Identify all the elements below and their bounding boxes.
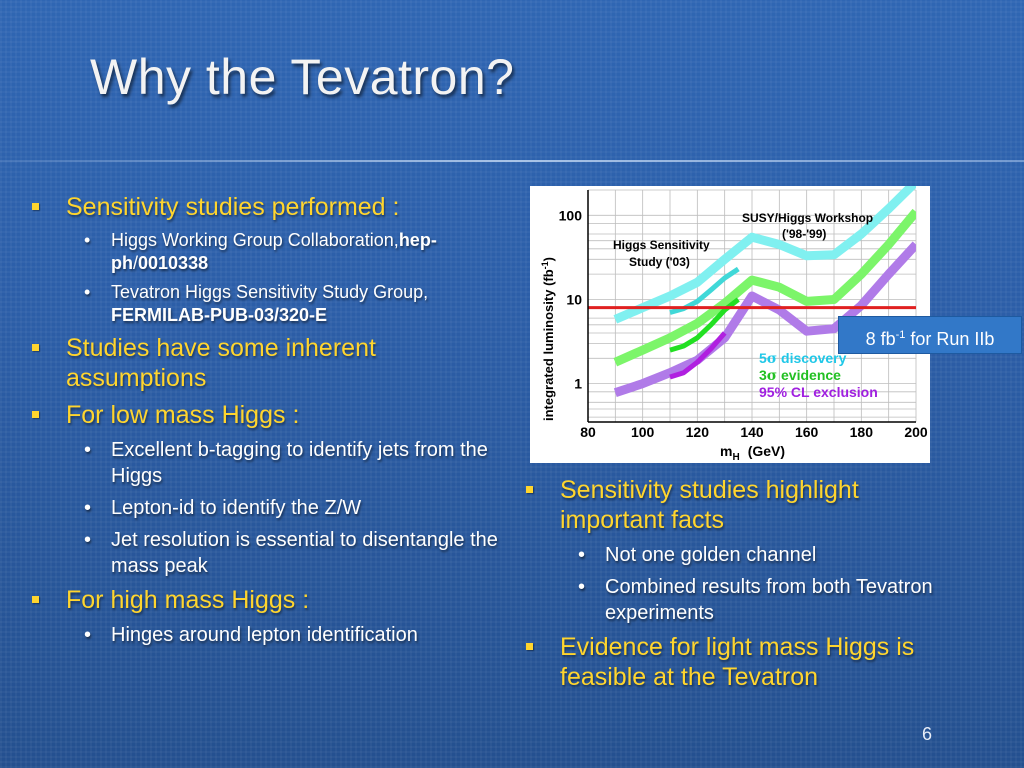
legend-evidence: 3σ evidence — [759, 367, 841, 384]
callout-superscript: -1 — [895, 329, 906, 341]
y-tick-label: 10 — [566, 291, 582, 307]
bullet-evidence-feasible: Evidence for light mass Higgs is feasibl… — [522, 632, 962, 692]
bullet-low-mass-higgs: For low mass Higgs : — [28, 400, 508, 430]
x-tick-label: 100 — [631, 424, 655, 440]
page-number: 6 — [922, 724, 933, 744]
annotation-susy-workshop: SUSY/Higgs Workshop — [742, 211, 873, 225]
series-evid_9899 — [613, 208, 916, 367]
chart-axes: 80 100 120 140 160 180 200 1 10 100 — [559, 190, 928, 440]
sub-bullet-tevatron-study-group: • Tevatron Higgs Sensitivity Study Group… — [28, 281, 508, 327]
x-tick-label: 200 — [904, 424, 928, 440]
x-tick-label: 80 — [580, 424, 596, 440]
sub-bullet-text: Combined results from both Tevatron expe… — [605, 576, 933, 624]
bullet-label: For high mass Higgs : — [66, 586, 310, 614]
sub-bullet-lepton-id: • Lepton-id to identify the Z/W — [28, 495, 508, 521]
title-divider — [0, 160, 1024, 162]
square-bullet-icon — [32, 411, 39, 418]
bullet-inherent-assumptions: Studies have some inherent assumptions — [28, 333, 508, 393]
x-tick-label: 160 — [795, 424, 819, 440]
sub-bullet-b-tagging: • Excellent b-tagging to identify jets f… — [28, 437, 508, 489]
reference-archive: hep-ph — [111, 230, 437, 273]
bullet-label: For low mass Higgs : — [66, 401, 300, 429]
slide-title: Why the Tevatron? — [90, 49, 515, 105]
left-bullet-list: Sensitivity studies performed : • Higgs … — [28, 192, 508, 654]
sub-bullet-higgs-working-group: • Higgs Working Group Collaboration,hep-… — [28, 229, 508, 275]
bullet-sensitivity-studies: Sensitivity studies performed : — [28, 192, 508, 222]
annotation-sensitivity-year: Study ('03) — [629, 255, 690, 269]
series-disc_9899 — [613, 186, 916, 324]
sub-bullet-text: Jet resolution is essential to disentang… — [111, 529, 498, 577]
run-iib-callout: 8 fb-1 for Run IIb — [838, 316, 1022, 354]
right-bullet-list: Sensitivity studies highlight important … — [522, 475, 962, 699]
reference-separator: / — [133, 253, 139, 273]
series-disc_03 — [669, 266, 740, 315]
dot-bullet-icon: • — [578, 544, 586, 566]
sub-bullet-combined-results: • Combined results from both Tevatron ex… — [522, 574, 962, 626]
sub-bullet-text: Not one golden channel — [605, 544, 817, 566]
square-bullet-icon — [32, 344, 39, 351]
bullet-label: Studies have some inherent assumptions — [66, 334, 376, 392]
sub-bullet-text: Excellent b-tagging to identify jets fro… — [111, 439, 488, 487]
square-bullet-icon — [32, 203, 39, 210]
legend-exclusion: 95% CL exclusion — [759, 384, 878, 400]
dot-bullet-icon: • — [84, 230, 91, 250]
dot-bullet-icon: • — [84, 439, 92, 461]
bullet-highlight-facts: Sensitivity studies highlight important … — [522, 475, 962, 535]
square-bullet-icon — [526, 486, 533, 493]
y-tick-label: 1 — [574, 376, 582, 392]
square-bullet-icon — [32, 596, 39, 603]
callout-suffix: for Run IIb — [905, 329, 995, 349]
sub-bullet-golden-channel: • Not one golden channel — [522, 542, 962, 568]
dot-bullet-icon: • — [84, 497, 92, 519]
x-tick-label: 180 — [850, 424, 874, 440]
dot-bullet-icon: • — [84, 529, 92, 551]
callout-prefix: 8 fb — [865, 329, 896, 349]
bullet-high-mass-higgs: For high mass Higgs : — [28, 585, 508, 615]
x-tick-label: 120 — [686, 424, 710, 440]
series-excl_9899 — [613, 241, 916, 397]
bullet-label: Sensitivity studies performed : — [66, 193, 400, 221]
sub-bullet-text: Hinges around lepton identification — [111, 624, 418, 646]
y-axis-label: integrated luminosity (fb-1) — [540, 257, 556, 421]
reference-number: 0010338 — [138, 253, 209, 273]
annotation-sensitivity-study: Higgs Sensitivity — [613, 238, 710, 252]
sub-bullet-text: Lepton-id to identify the Z/W — [111, 497, 362, 519]
luminosity-chart-svg: 80 100 120 140 160 180 200 1 10 100 integrated lu… — [540, 186, 928, 463]
legend-discovery: 5σ discovery — [759, 350, 847, 367]
sub-bullet-text: Higgs Working Group Collaboration, — [111, 230, 399, 250]
y-tick-label: 100 — [559, 207, 583, 223]
bullet-label: Sensitivity studies highlight important … — [560, 476, 859, 534]
reference-fermilab: FERMILAB-PUB-03/320-E — [111, 305, 328, 325]
square-bullet-icon — [526, 643, 533, 650]
dot-bullet-icon: • — [84, 282, 91, 302]
sub-bullet-lepton-identification: • Hinges around lepton identification — [28, 622, 508, 648]
bullet-label: Evidence for light mass Higgs is feasibl… — [560, 633, 915, 691]
x-tick-label: 140 — [740, 424, 764, 440]
x-axis-label: mH (GeV) — [720, 443, 785, 463]
chart-series — [588, 186, 916, 397]
annotation-susy-years: ('98-'99) — [782, 227, 826, 241]
dot-bullet-icon: • — [578, 576, 586, 598]
series-excl_03 — [669, 331, 727, 380]
sub-bullet-text: Tevatron Higgs Sensitivity Study Group, — [111, 282, 429, 302]
sub-bullet-jet-resolution: • Jet resolution is essential to disenta… — [28, 527, 508, 579]
dot-bullet-icon: • — [84, 624, 92, 646]
